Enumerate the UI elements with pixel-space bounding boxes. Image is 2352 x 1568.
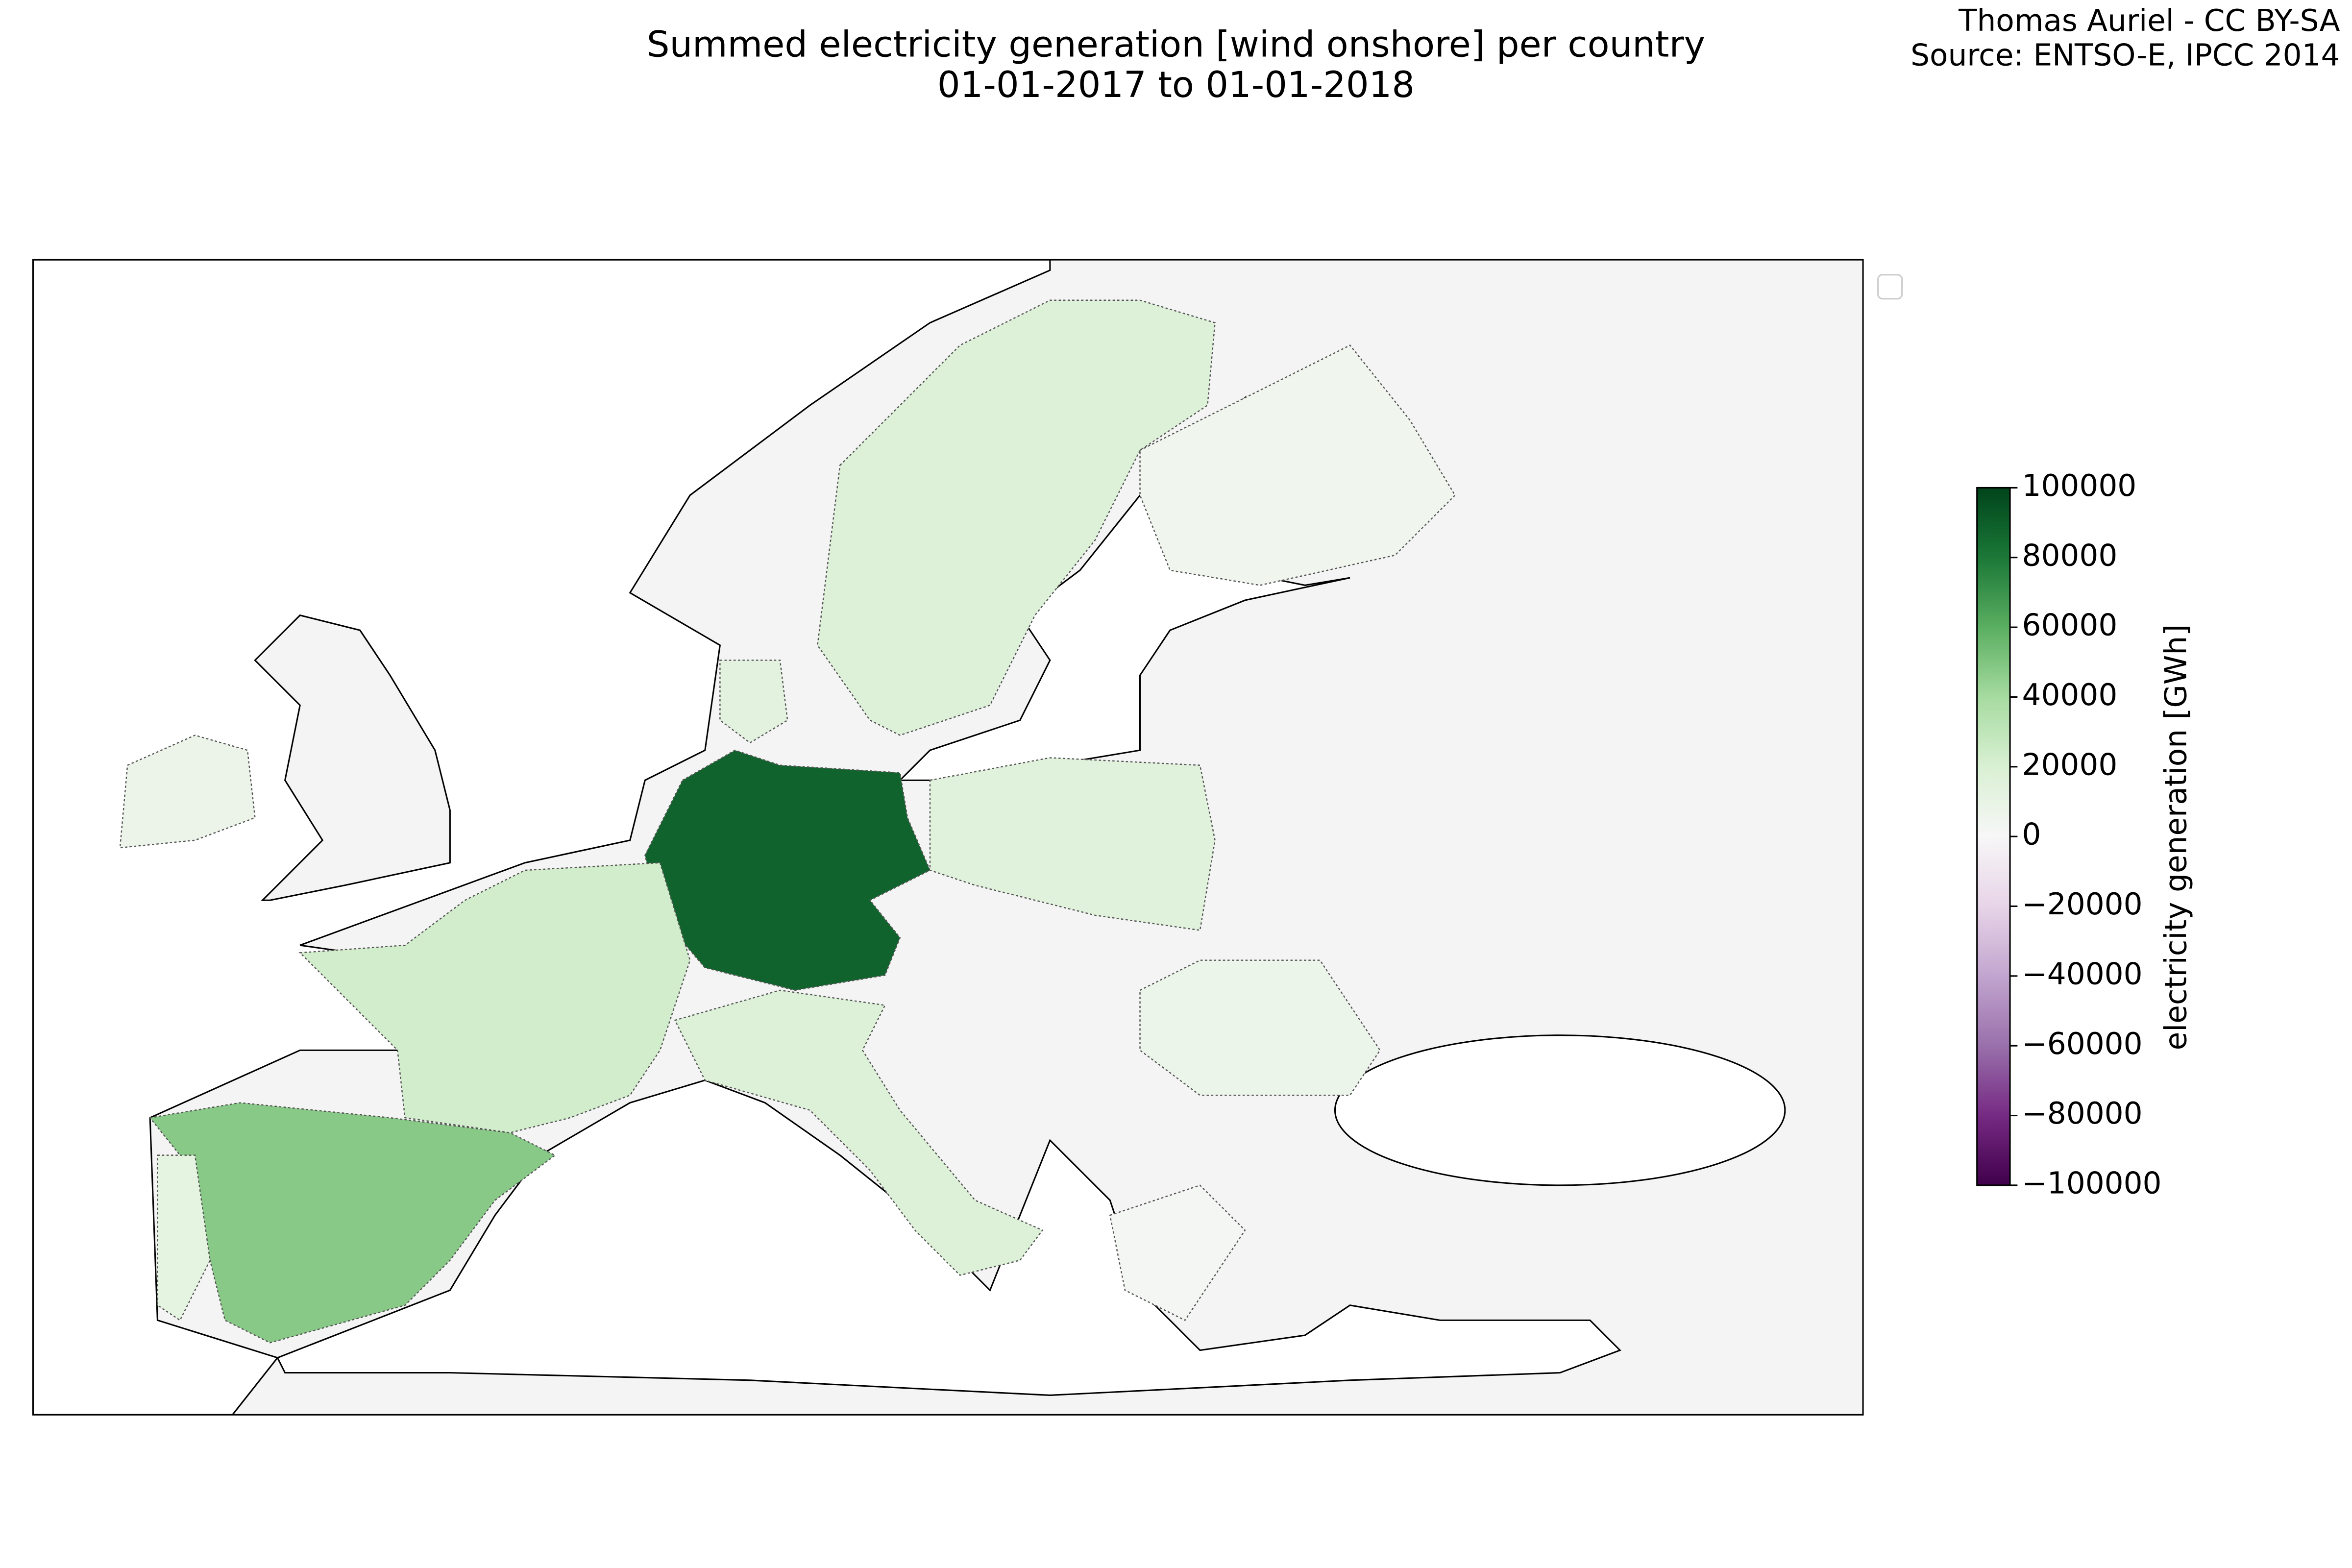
region bbox=[817, 299, 1216, 736]
colorbar-tick-label: −100000 bbox=[2022, 1166, 2162, 1200]
region bbox=[929, 757, 1216, 931]
colorbar-tick-label: 40000 bbox=[2022, 678, 2118, 712]
region bbox=[1109, 1184, 1246, 1321]
colorbar bbox=[1976, 487, 2011, 1186]
colorbar-label: electricity generation [GWh] bbox=[2158, 624, 2193, 1050]
island bbox=[254, 614, 451, 901]
title-line: 01-01-2017 to 01-01-2018 bbox=[937, 64, 1415, 106]
legend-box bbox=[1877, 274, 1903, 300]
region bbox=[1139, 344, 1456, 586]
region bbox=[298, 862, 691, 1133]
map-frame bbox=[32, 259, 1864, 1416]
colorbar-tick-label: −80000 bbox=[2022, 1096, 2143, 1131]
regions bbox=[119, 299, 1456, 1344]
region bbox=[157, 1154, 211, 1322]
credit-line: Source: ENTSO-E, IPCC 2014 bbox=[1911, 38, 2340, 73]
colorbar-tick-label: −60000 bbox=[2022, 1027, 2143, 1061]
region bbox=[119, 735, 256, 849]
region bbox=[719, 660, 788, 744]
colorbar-tick-label: 80000 bbox=[2022, 538, 2118, 573]
credit-line: Thomas Auriel - CC BY-SA bbox=[1958, 3, 2340, 38]
colorbar-tick-label: −20000 bbox=[2022, 887, 2143, 922]
colorbar-tick-label: −40000 bbox=[2022, 956, 2143, 991]
atlantic-sea bbox=[33, 260, 1051, 1415]
colorbar-tick-label: 60000 bbox=[2022, 608, 2118, 643]
colorbar-tick-label: 100000 bbox=[2022, 468, 2137, 503]
colorbar-tick-label: 0 bbox=[2022, 817, 2041, 852]
black-sea bbox=[1334, 1034, 1786, 1186]
region bbox=[1139, 959, 1381, 1096]
colorbar-tick-label: 20000 bbox=[2022, 747, 2118, 782]
region bbox=[644, 749, 931, 991]
region bbox=[674, 989, 1044, 1276]
map-area bbox=[33, 260, 1863, 1415]
title-line: Summed electricity generation [wind onsh… bbox=[647, 24, 1705, 65]
mediterranean-sea bbox=[276, 1079, 1621, 1396]
